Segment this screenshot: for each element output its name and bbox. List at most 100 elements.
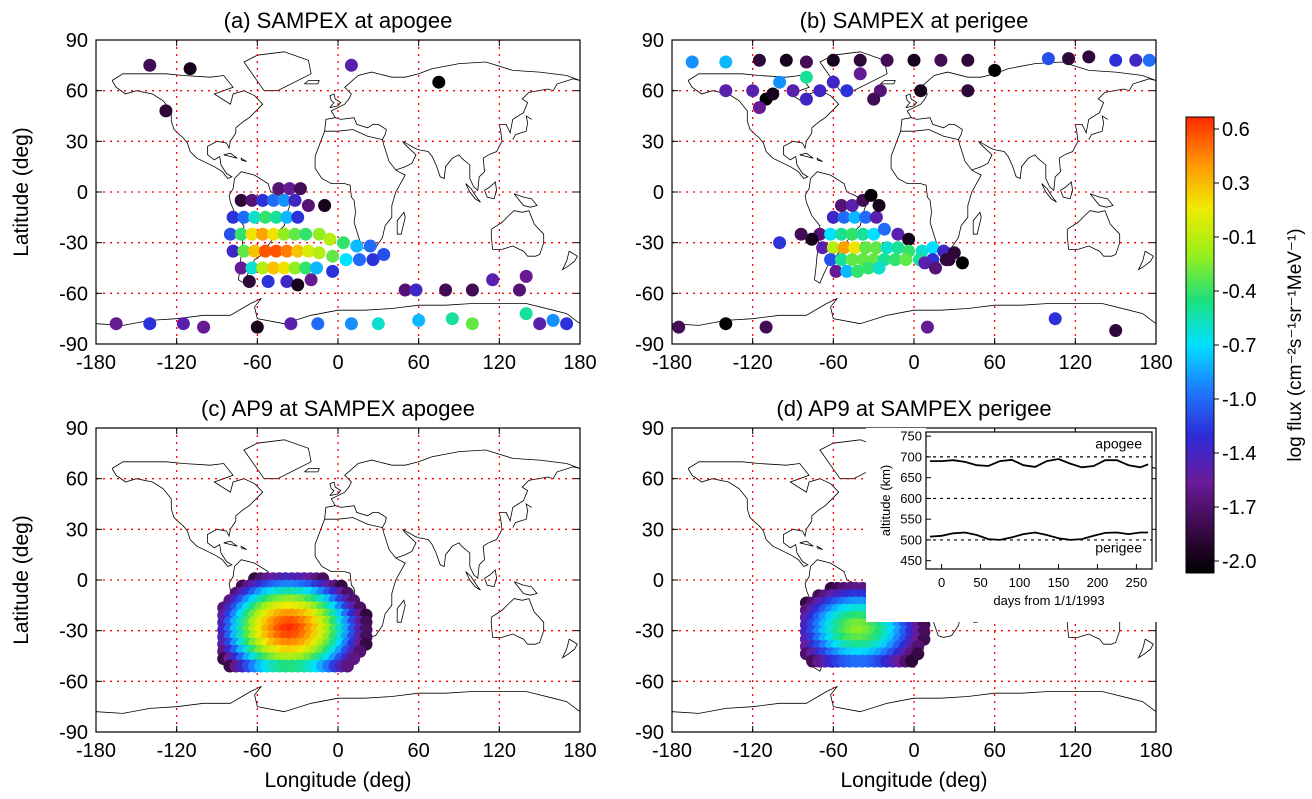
coastline: [671, 686, 1157, 714]
data-point: [256, 227, 270, 241]
data-point: [284, 317, 298, 331]
coastline: [314, 129, 406, 250]
coastline: [465, 571, 481, 591]
data-point: [826, 210, 840, 224]
data-point: [560, 317, 574, 331]
coastline: [329, 481, 342, 496]
plot-frame: [95, 39, 581, 345]
x-tick-label: 60: [984, 352, 1006, 374]
coastline: [243, 51, 312, 92]
panel-b: (b) SAMPEX at perigee -180 -120 -60 0 60 120 18…: [635, 8, 1173, 374]
data-point: [533, 317, 547, 331]
data-point: [856, 227, 870, 241]
data-point: [816, 241, 830, 255]
data-point: [288, 193, 302, 207]
data-point: [339, 253, 353, 267]
panel-title: (d) AP9 at SAMPEX perigee: [776, 396, 1051, 421]
perigee-label: perigee: [1095, 539, 1142, 555]
data-point: [310, 261, 323, 275]
data-point: [176, 317, 190, 331]
data-point: [318, 199, 332, 212]
data-point: [143, 317, 157, 331]
data-point: [326, 264, 340, 278]
coastline: [395, 78, 581, 192]
inset-y-tick-label: 450: [900, 553, 922, 568]
inset-x-tick-label: 0: [938, 575, 945, 590]
x-tick-label: 180: [1139, 352, 1172, 374]
coastline: [890, 129, 982, 250]
data-point: [826, 53, 840, 67]
data-point: [465, 317, 479, 331]
coastline: [561, 638, 578, 659]
data-point: [902, 232, 916, 246]
apogee-label: apogee: [1095, 436, 1142, 452]
inset-y-tick-label: 700: [900, 449, 922, 464]
coastline: [240, 157, 247, 162]
data-point: [245, 193, 259, 207]
x-tick-label: 180: [563, 352, 596, 374]
x-tick-label: 120: [1059, 740, 1092, 762]
data-point: [248, 210, 262, 224]
coastline: [561, 250, 578, 271]
data-point: [409, 283, 423, 297]
data-point: [336, 236, 350, 250]
colorbar: 0.6 0.3 -0.1 -0.4 -0.7 -1.0 -1.4 -1.7 -2.0 log fl…: [1185, 116, 1306, 574]
colorbar-tick-label: 0.6: [1222, 119, 1250, 141]
coastline: [396, 211, 406, 235]
data-point: [109, 317, 123, 331]
coastline: [324, 449, 581, 520]
data-point: [226, 244, 240, 258]
data-point: [869, 210, 883, 224]
y-tick-label: 30: [66, 131, 88, 153]
x-axis-label: Longitude (deg): [840, 769, 987, 792]
data-point: [845, 227, 859, 241]
coastline: [240, 545, 247, 550]
data-point: [432, 75, 446, 89]
panel-title: (c) AP9 at SAMPEX apogee: [201, 396, 475, 421]
inset-x-axis-label: days from 1/1/1993: [993, 593, 1104, 608]
x-tick-label: -180: [76, 740, 116, 762]
coastline: [1088, 115, 1108, 140]
data-point: [929, 261, 942, 275]
data-point: [877, 222, 891, 236]
coastline: [329, 93, 342, 108]
data-point: [813, 84, 827, 98]
data-point: [288, 261, 302, 275]
coastline: [223, 540, 238, 547]
x-tick-label: 60: [984, 740, 1006, 762]
y-tick-label: 60: [66, 81, 88, 103]
plot-frame: [95, 427, 581, 733]
data-point: [891, 241, 905, 255]
y-tick-label: 30: [642, 131, 664, 153]
colorbar-label: log flux (cm⁻²s⁻¹sr⁻¹MeV⁻¹): [1285, 228, 1306, 461]
x-tick-label: 180: [563, 740, 596, 762]
data-point: [256, 193, 270, 207]
x-tick-label: -180: [652, 352, 692, 374]
x-tick-label: 120: [1059, 352, 1092, 374]
x-tick-label: -60: [819, 352, 848, 374]
data-point: [861, 261, 875, 275]
inset-series-line: [929, 458, 1149, 469]
data-point: [363, 239, 377, 253]
data-point: [371, 317, 385, 331]
data-point: [853, 67, 867, 81]
coastline: [395, 466, 581, 580]
data-point: [486, 273, 500, 287]
data-point: [891, 227, 905, 241]
y-tick-label: 0: [653, 182, 664, 204]
data-point: [880, 241, 894, 255]
data-point: [805, 232, 819, 246]
data-point: [834, 227, 848, 241]
inset-y-tick-label: 500: [900, 532, 922, 547]
y-tick-label: 60: [642, 469, 664, 491]
data-point: [143, 58, 157, 72]
data-point: [1041, 52, 1055, 66]
data-point: [1129, 53, 1143, 67]
data-point: [834, 199, 848, 212]
data-point: [301, 244, 315, 258]
data-point: [934, 53, 948, 67]
inset-label-area: [866, 428, 926, 575]
inset-y-tick-label: 600: [900, 491, 922, 506]
coastline: [223, 152, 238, 159]
coastline: [490, 598, 545, 645]
